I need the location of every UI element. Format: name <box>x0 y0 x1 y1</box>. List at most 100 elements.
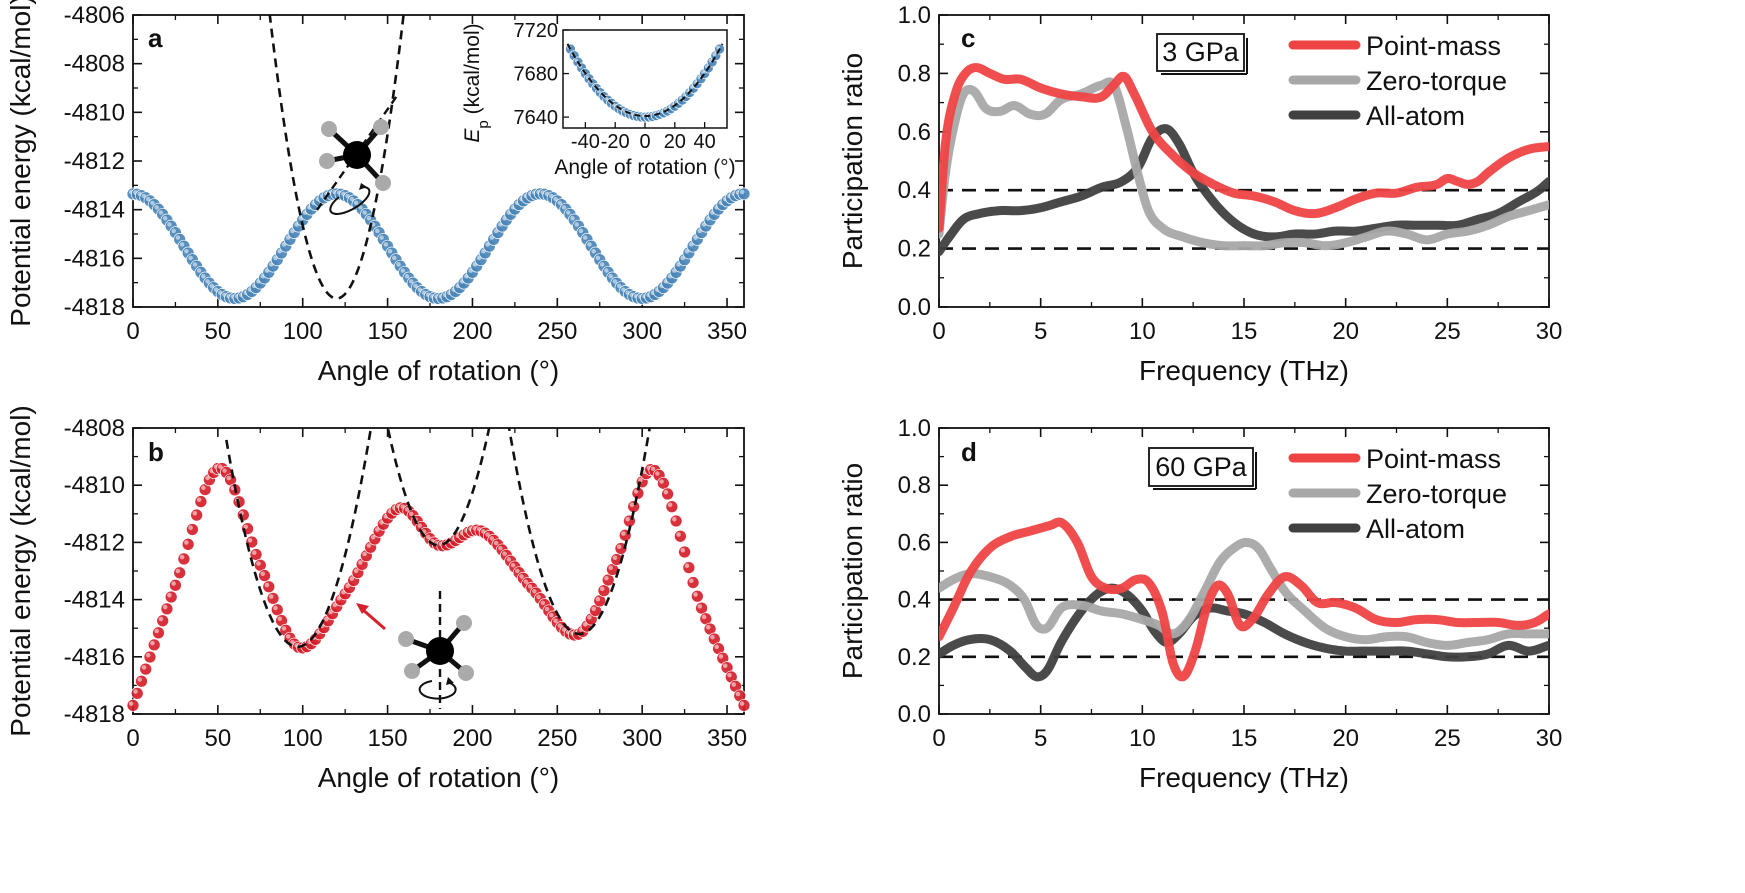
data-point <box>597 584 611 597</box>
rotation-arrow <box>418 680 457 700</box>
data-point-highlight <box>349 576 355 581</box>
inset-harmonic-fit <box>566 43 724 118</box>
x-tick-label: 10 <box>1129 725 1156 752</box>
data-point-highlight <box>582 235 588 240</box>
y-tick-label: 0.2 <box>898 644 931 671</box>
data-point-highlight <box>247 537 253 543</box>
y-tick-label: -4810 <box>64 99 125 126</box>
data-point-highlight <box>735 691 741 697</box>
x-tick-label: 0 <box>126 725 139 752</box>
data-point-highlight <box>281 626 287 631</box>
data-point <box>270 603 284 617</box>
x-tick-label: 150 <box>368 318 408 345</box>
data-point-highlight <box>256 561 261 566</box>
data-point-highlight <box>404 507 410 512</box>
data-point-highlight <box>710 634 715 640</box>
series-potential-energy <box>126 187 751 305</box>
inset-y-unit: (kcal/mol) <box>461 23 484 120</box>
data-point-highlight <box>218 464 223 469</box>
y-axis-title: Participation ratio <box>837 53 868 269</box>
data-point-highlight <box>192 262 198 267</box>
data-point-highlight <box>612 279 618 284</box>
data-point-highlight <box>578 228 584 234</box>
x-tick-label: 0 <box>126 318 139 345</box>
y-tick-label: -4814 <box>64 587 125 614</box>
data-point-highlight <box>485 532 490 537</box>
y-axis-title: Potential energy (kcal/mol) <box>5 405 36 736</box>
data-point <box>737 187 751 201</box>
inset-x-tick-label: -20 <box>601 131 630 153</box>
x-tick-label: 30 <box>1536 725 1563 752</box>
x-tick-label: 50 <box>205 725 232 752</box>
data-point-highlight <box>379 235 384 240</box>
data-point-highlight <box>604 268 609 273</box>
data-point-highlight <box>179 554 185 560</box>
y-tick-label: -4810 <box>64 472 125 499</box>
harmonic-fit-line <box>268 15 405 300</box>
data-point-highlight <box>621 531 626 536</box>
data-point-highlight <box>544 606 550 612</box>
data-point-highlight <box>604 575 609 581</box>
data-point <box>737 699 751 712</box>
data-point-highlight <box>404 273 410 279</box>
data-point-highlight <box>171 228 176 234</box>
data-point-highlight <box>184 248 189 254</box>
data-point <box>169 578 182 592</box>
data-point-highlight <box>633 489 639 494</box>
y-tick-label: 1.0 <box>898 2 931 29</box>
data-point-highlight <box>608 273 613 279</box>
data-point-highlight <box>387 248 393 254</box>
data-point <box>674 529 687 543</box>
data-point-highlight <box>366 215 372 221</box>
y-tick-label: -4812 <box>64 148 125 175</box>
data-point-highlight <box>553 618 558 623</box>
data-point <box>177 552 191 566</box>
data-point <box>627 500 641 513</box>
data-point-highlight <box>608 565 613 571</box>
panel-label-d: d <box>961 437 977 467</box>
data-point-highlight <box>425 534 431 540</box>
data-point-highlight <box>587 242 592 247</box>
data-point-highlight <box>145 652 151 658</box>
x-tick-label: 20 <box>1332 725 1359 752</box>
data-point-highlight <box>595 596 601 602</box>
data-point-highlight <box>353 200 359 206</box>
data-point-highlight <box>676 532 681 537</box>
data-point-highlight <box>523 579 529 584</box>
data-point-highlight <box>375 228 380 234</box>
y-tick-label: -4814 <box>64 197 125 224</box>
data-point-highlight <box>277 616 282 622</box>
data-point-highlight <box>697 604 703 609</box>
data-point-highlight <box>184 540 189 545</box>
data-point-highlight <box>532 588 537 594</box>
data-point-highlight <box>701 614 707 620</box>
data-point <box>657 476 670 490</box>
x-tick-label: 350 <box>707 318 747 345</box>
legend: Point-mass Zero-torque All-atom <box>1288 444 1507 544</box>
y-axis-title: Participation ratio <box>837 463 868 679</box>
data-point-highlight <box>375 527 380 532</box>
data-point-highlight <box>557 623 563 628</box>
data-point-highlight <box>663 489 669 495</box>
x-tick-label: 5 <box>1034 725 1047 752</box>
hydrogen-atom <box>398 631 414 647</box>
data-point-highlight <box>714 644 720 650</box>
harmonic-fit-line <box>386 428 491 547</box>
data-point-highlight <box>489 536 495 541</box>
data-point <box>686 576 700 589</box>
inset-x-tick-label: 0 <box>639 131 650 153</box>
x-tick-label: 250 <box>537 318 577 345</box>
data-point-highlight <box>226 475 232 481</box>
data-point-highlight <box>285 634 291 639</box>
y-tick-label: 0.0 <box>898 701 931 728</box>
molecule-diagram <box>356 591 474 709</box>
panel-label-c: c <box>961 23 975 53</box>
data-point <box>690 589 704 603</box>
data-point-highlight <box>502 551 507 556</box>
x-tick-label: 20 <box>1332 318 1359 345</box>
rotation-arrow <box>329 186 371 215</box>
data-point-highlight <box>324 616 329 622</box>
y-tick-label: 0.8 <box>898 60 931 87</box>
data-point-highlight <box>570 215 575 221</box>
data-point-highlight <box>141 665 147 670</box>
